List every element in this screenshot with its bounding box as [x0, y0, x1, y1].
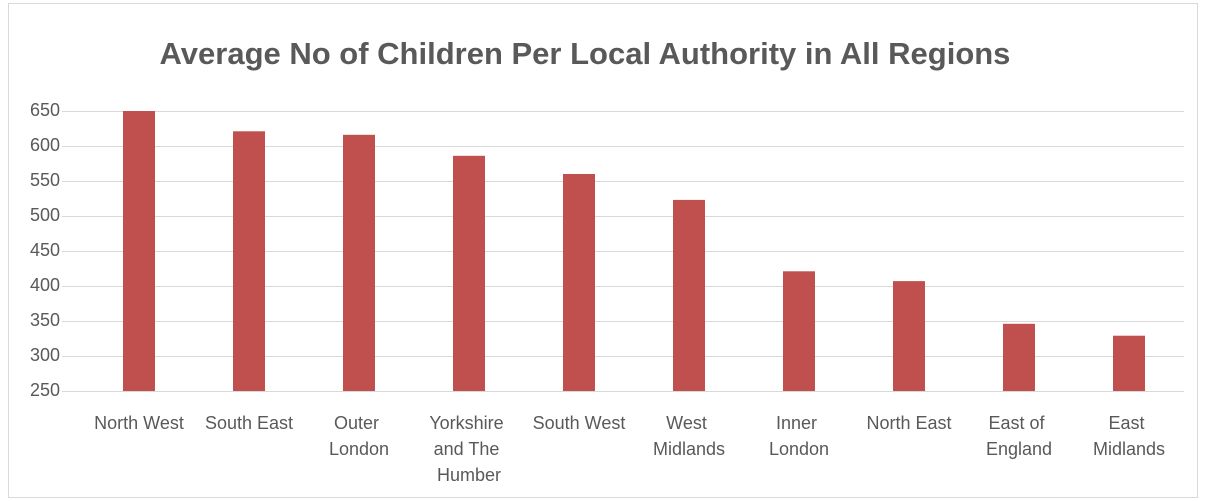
- bar: [893, 281, 925, 391]
- x-tick-label: Yorkshire and The Humber: [429, 413, 508, 485]
- x-tick-label: East of England: [986, 413, 1052, 459]
- x-tick-label: North West: [94, 413, 184, 433]
- y-tick-label: 400: [30, 275, 60, 295]
- bar: [343, 134, 375, 392]
- x-tick-label: East Midlands: [1093, 413, 1165, 459]
- bar: [1003, 323, 1035, 391]
- bar: [673, 199, 705, 391]
- chart-title: Average No of Children Per Local Authori…: [160, 36, 1011, 71]
- bar: [453, 155, 485, 391]
- bar: [1113, 335, 1145, 391]
- y-tick-label: 650: [30, 100, 60, 120]
- y-tick-label: 450: [30, 240, 60, 260]
- x-tick-label: South West: [533, 413, 626, 433]
- y-tick-label: 300: [30, 345, 60, 365]
- bar: [123, 111, 155, 391]
- x-tick-label: North East: [866, 413, 951, 433]
- x-tick-label: South East: [205, 413, 293, 433]
- chart-frame: [8, 3, 1198, 498]
- y-tick-label: 250: [30, 380, 60, 400]
- x-tick-label: West Midlands: [653, 413, 725, 459]
- bar: [783, 271, 815, 391]
- x-tick-label: Inner London: [769, 413, 829, 459]
- x-tick-label: Outer London: [329, 413, 389, 459]
- y-tick-label: 600: [30, 135, 60, 155]
- bar: [233, 131, 265, 392]
- y-tick-label: 550: [30, 170, 60, 190]
- y-tick-label: 500: [30, 205, 60, 225]
- bar: [563, 174, 595, 391]
- y-tick-label: 350: [30, 310, 60, 330]
